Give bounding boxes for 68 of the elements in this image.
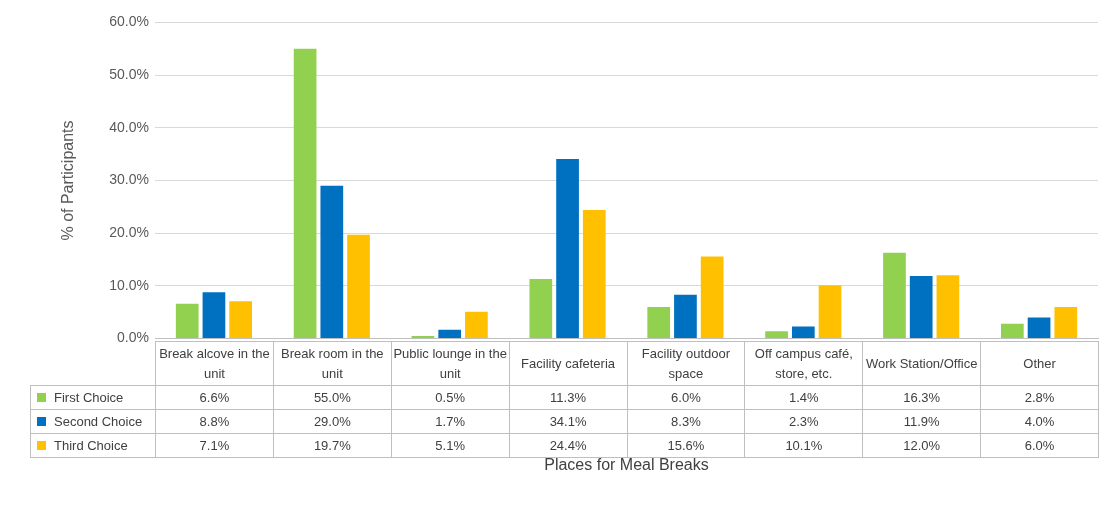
data-label: 8.8% <box>155 409 274 434</box>
data-label: 16.3% <box>862 385 981 410</box>
x-tick-label: Break alcove in the unit <box>155 341 274 386</box>
data-label: 11.9% <box>862 409 981 434</box>
x-tick-label: Off campus café, store, etc. <box>744 341 863 386</box>
data-label: 2.8% <box>980 385 1099 410</box>
data-label: 29.0% <box>273 409 392 434</box>
bar <box>883 252 906 339</box>
bar <box>347 234 370 339</box>
data-label: 24.4% <box>509 433 627 458</box>
x-tick-label: Facility cafeteria <box>509 341 627 386</box>
bar <box>791 326 815 339</box>
data-label: 0.5% <box>391 385 510 410</box>
y-tick-label: 0.0% <box>117 329 149 346</box>
bar <box>1054 306 1078 339</box>
bar <box>582 210 606 339</box>
bar <box>647 306 671 339</box>
y-tick-label: 40.0% <box>109 118 149 135</box>
data-label: 8.3% <box>627 409 745 434</box>
data-label: 6.6% <box>155 385 274 410</box>
x-axis-title: Places for Meal Breaks <box>543 456 710 474</box>
data-label: 19.7% <box>273 433 392 458</box>
bar <box>909 275 933 339</box>
data-label: 5.1% <box>391 433 510 458</box>
bar <box>818 285 842 339</box>
y-axis-title: % of Participants <box>59 120 77 241</box>
data-label: 11.3% <box>509 385 627 410</box>
bar <box>202 292 226 339</box>
y-tick-label: 60.0% <box>109 13 149 30</box>
data-label: 6.0% <box>627 385 745 410</box>
bar <box>1027 317 1051 339</box>
legend-label: Third Choice <box>30 433 156 458</box>
bar <box>175 303 199 339</box>
x-tick-label: Facility outdoor space <box>627 341 745 386</box>
bar <box>1000 323 1024 339</box>
legend-label: Second Choice <box>30 409 156 434</box>
data-label: 2.3% <box>744 409 863 434</box>
x-tick-label: Public lounge in the unit <box>391 341 510 386</box>
bar <box>529 279 553 339</box>
bar <box>556 158 579 339</box>
bar <box>700 256 724 339</box>
data-label: 12.0% <box>862 433 981 458</box>
y-tick-label: 50.0% <box>109 65 149 82</box>
data-label: 1.7% <box>391 409 510 434</box>
bar <box>411 335 435 339</box>
x-tick-label: Other <box>980 341 1099 386</box>
x-tick-label: Break room in the unit <box>273 341 392 386</box>
bar <box>293 48 317 339</box>
y-tick-label: 10.0% <box>109 276 149 293</box>
data-label: 15.6% <box>627 433 745 458</box>
data-label: 4.0% <box>980 409 1099 434</box>
data-label: 1.4% <box>744 385 863 410</box>
legend-label: First Choice <box>30 385 156 410</box>
bar <box>936 275 960 339</box>
y-tick-label: 30.0% <box>109 171 149 188</box>
x-tick-label: Work Station/Office <box>862 341 981 386</box>
bar <box>320 185 344 339</box>
bar <box>229 301 253 339</box>
data-label: 10.1% <box>744 433 863 458</box>
bar <box>438 329 462 339</box>
data-label: 6.0% <box>980 433 1099 458</box>
data-label: 34.1% <box>509 409 627 434</box>
bar <box>765 331 788 339</box>
y-tick-label: 20.0% <box>109 224 149 241</box>
bar <box>465 311 488 339</box>
data-label: 55.0% <box>273 385 392 410</box>
data-label: 7.1% <box>155 433 274 458</box>
bar <box>674 294 697 339</box>
